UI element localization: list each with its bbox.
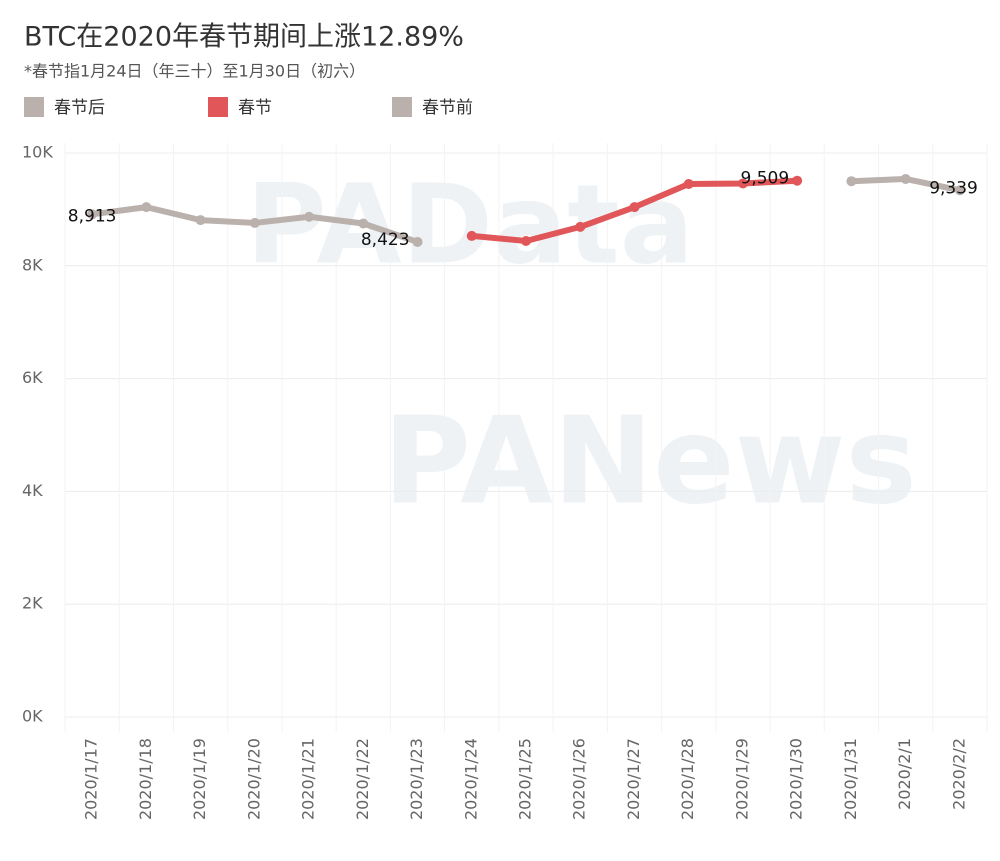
data-point [87,209,98,220]
data-point [521,235,531,246]
data-point [683,179,694,190]
data-point [792,175,803,186]
x-tick-label: 2020/1/19 [190,738,209,820]
chart-subtitle: *春节指1月24日（年三十）至1月30日（初六） [24,62,365,81]
y-tick-label: 8K [22,255,43,274]
data-point [846,176,857,187]
data-label: 9,339 [929,178,978,198]
x-tick-label: 2020/1/25 [516,738,535,820]
data-point [141,202,152,213]
x-tick-label: 2020/1/28 [678,738,697,820]
x-tick-label: 2020/2/2 [949,738,968,810]
y-tick-label: 4K [22,481,43,500]
data-label: 8,913 [68,206,117,226]
x-tick-label: 2020/1/17 [82,738,101,820]
data-label: 9,509 [741,169,790,189]
legend-label: 春节 [238,98,272,118]
legend-swatch [208,97,228,117]
y-tick-label: 10K [22,143,53,162]
data-point [195,215,206,226]
x-tick-label: 2020/1/31 [841,738,860,820]
data-point [466,230,477,241]
chart-title: BTC在2020年春节期间上涨12.89% [24,22,464,53]
data-point [954,185,965,196]
data-point [737,178,748,189]
legend-label: 春节前 [422,98,473,118]
x-tick-label: 2020/1/27 [624,738,643,820]
data-point [900,173,911,184]
x-tick-label: 2020/1/23 [407,738,426,820]
x-tick-label: 2020/1/30 [787,738,806,820]
data-point [358,218,369,229]
data-point [575,221,586,232]
data-point [304,211,315,222]
watermark: PAData [246,160,694,288]
x-tick-label: 2020/1/18 [136,738,155,820]
x-tick-label: 2020/1/20 [244,738,263,820]
y-tick-label: 6K [22,368,43,387]
watermark: PANews [383,393,917,532]
x-tick-label: 2020/1/29 [732,738,751,820]
x-tick-label: 2020/1/24 [461,738,480,820]
legend-swatch [24,97,44,117]
x-tick-label: 2020/1/26 [570,738,589,820]
data-point [249,217,260,228]
y-tick-label: 2K [22,594,43,613]
x-tick-label: 2020/1/22 [353,738,372,820]
data-point [629,202,640,213]
legend-label: 春节后 [54,98,105,118]
legend-swatch [392,97,412,117]
x-tick-label: 2020/2/1 [895,738,914,810]
data-point [412,236,423,247]
x-tick-label: 2020/1/21 [299,738,318,820]
data-label: 8,423 [361,230,410,250]
y-tick-label: 0K [22,707,43,726]
